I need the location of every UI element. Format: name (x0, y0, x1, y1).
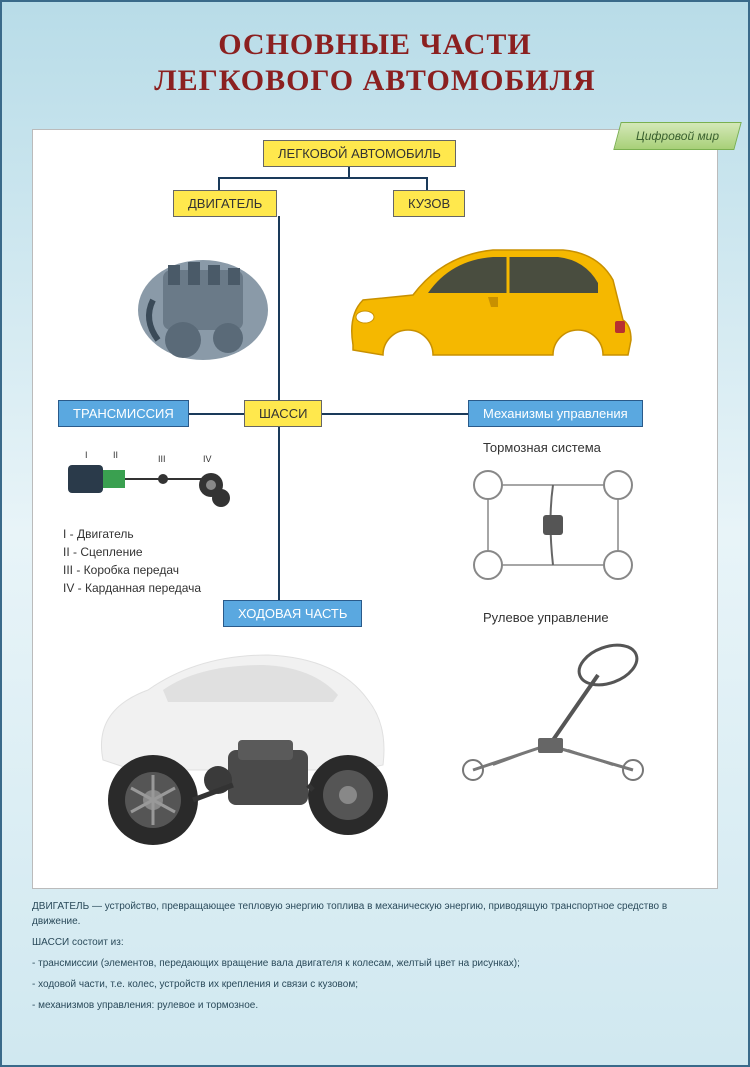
node-chassis: ШАССИ (244, 400, 322, 427)
svg-text:III: III (158, 454, 166, 464)
node-root: ЛЕГКОВОЙ АВТОМОБИЛЬ (263, 140, 456, 167)
connector (313, 413, 493, 415)
steering-illustration (453, 630, 663, 800)
undercarriage-illustration (53, 630, 423, 870)
page-title: ОСНОВНЫЕ ЧАСТИ ЛЕГКОВОГО АВТОМОБИЛЯ (2, 2, 748, 114)
brake-system-label: Тормозная система (483, 440, 601, 455)
transmission-illustration: I II III IV (63, 440, 238, 520)
title-line-1: ОСНОВНЫЕ ЧАСТИ (218, 28, 532, 61)
legend-item: IV - Карданная передача (63, 579, 201, 597)
node-body: КУЗОВ (393, 190, 465, 217)
node-transmission: ТРАНСМИССИЯ (58, 400, 189, 427)
connector (218, 177, 428, 179)
svg-text:IV: IV (203, 454, 212, 464)
node-undercarriage: ХОДОВАЯ ЧАСТЬ (223, 600, 362, 627)
definition-chassis-item: - трансмиссии (элементов, передающих вра… (32, 956, 718, 971)
watermark: Цифровой мир (617, 122, 738, 150)
definition-chassis-item: - механизмов управления: рулевое и тормо… (32, 998, 718, 1013)
definition-engine: ДВИГАТЕЛЬ — устройство, превращающее теп… (32, 899, 718, 929)
svg-text:II: II (113, 450, 118, 460)
connector (426, 177, 428, 191)
diagram-panel: ЛЕГКОВОЙ АВТОМОБИЛЬ ДВИГАТЕЛЬ КУЗОВ (32, 129, 718, 889)
node-engine: ДВИГАТЕЛЬ (173, 190, 277, 217)
svg-text:I: I (85, 450, 88, 460)
connector (218, 177, 220, 191)
definition-chassis-item: - ходовой части, т.е. колес, устройств и… (32, 977, 718, 992)
engine-illustration (113, 230, 293, 380)
watermark-text: Цифровой мир (636, 129, 719, 143)
connector (278, 426, 280, 601)
title-line-2: ЛЕГКОВОГО АВТОМОБИЛЯ (154, 64, 595, 97)
transmission-legend: I - Двигатель II - Сцепление III - Короб… (63, 525, 201, 597)
steering-label: Рулевое управление (483, 610, 609, 625)
car-body-illustration (333, 225, 643, 390)
legend-item: II - Сцепление (63, 543, 201, 561)
legend-item: I - Двигатель (63, 525, 201, 543)
node-controls: Механизмы управления (468, 400, 643, 427)
definition-chassis-intro: ШАССИ состоит из: (32, 935, 718, 950)
definitions-block: ДВИГАТЕЛЬ — устройство, превращающее теп… (32, 899, 718, 1013)
brake-system-illustration (453, 460, 653, 590)
legend-item: III - Коробка передач (63, 561, 201, 579)
